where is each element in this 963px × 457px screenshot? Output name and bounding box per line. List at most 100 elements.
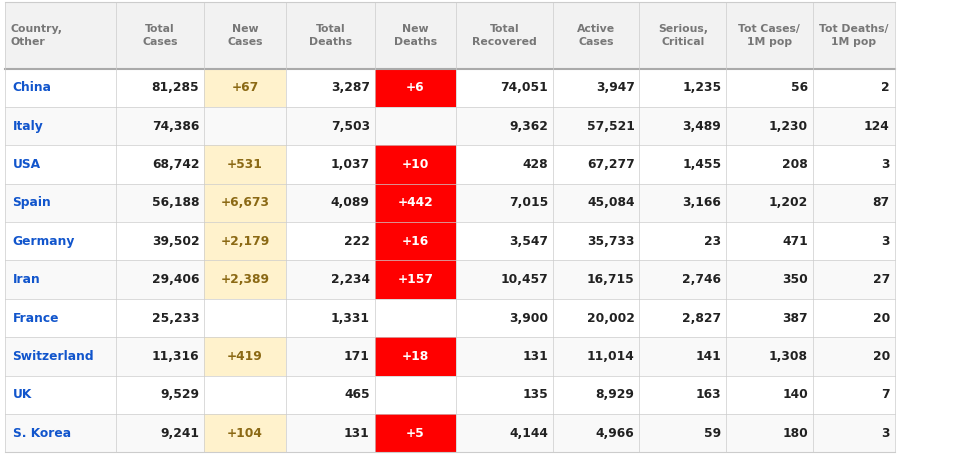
Bar bbox=[5, 222, 895, 260]
Text: 3: 3 bbox=[881, 235, 890, 248]
Text: 35,733: 35,733 bbox=[587, 235, 635, 248]
Text: 20: 20 bbox=[872, 312, 890, 324]
Text: Country,
Other: Country, Other bbox=[11, 24, 63, 47]
Bar bbox=[5, 414, 895, 452]
Text: 163: 163 bbox=[695, 388, 721, 401]
Text: 59: 59 bbox=[704, 427, 721, 440]
Bar bbox=[204, 184, 286, 222]
Text: 1,235: 1,235 bbox=[682, 81, 721, 94]
Bar bbox=[375, 260, 456, 299]
Text: 141: 141 bbox=[695, 350, 721, 363]
Text: 25,233: 25,233 bbox=[152, 312, 199, 324]
Text: 74,386: 74,386 bbox=[152, 120, 199, 133]
Text: 222: 222 bbox=[344, 235, 370, 248]
Text: Iran: Iran bbox=[13, 273, 40, 286]
Text: France: France bbox=[13, 312, 59, 324]
Text: 20: 20 bbox=[872, 350, 890, 363]
Text: S. Korea: S. Korea bbox=[13, 427, 70, 440]
Text: 180: 180 bbox=[782, 427, 808, 440]
Text: 45,084: 45,084 bbox=[587, 197, 635, 209]
Bar bbox=[5, 184, 895, 222]
Text: 4,144: 4,144 bbox=[509, 427, 548, 440]
Text: 2,746: 2,746 bbox=[683, 273, 721, 286]
Text: 1,455: 1,455 bbox=[682, 158, 721, 171]
Text: 1,037: 1,037 bbox=[330, 158, 370, 171]
Text: 3,166: 3,166 bbox=[683, 197, 721, 209]
Text: 74,051: 74,051 bbox=[500, 81, 548, 94]
Text: 20,002: 20,002 bbox=[586, 312, 635, 324]
Text: +16: +16 bbox=[402, 235, 429, 248]
Text: 428: 428 bbox=[522, 158, 548, 171]
Bar bbox=[204, 260, 286, 299]
Text: 1,202: 1,202 bbox=[768, 197, 808, 209]
Text: 4,966: 4,966 bbox=[596, 427, 635, 440]
Text: Tot Cases/
1M pop: Tot Cases/ 1M pop bbox=[739, 24, 800, 47]
Text: 81,285: 81,285 bbox=[152, 81, 199, 94]
Text: 56: 56 bbox=[791, 81, 808, 94]
Bar bbox=[5, 260, 895, 299]
Bar bbox=[5, 299, 895, 337]
Text: Switzerland: Switzerland bbox=[13, 350, 94, 363]
Bar bbox=[204, 337, 286, 376]
Text: Serious,
Critical: Serious, Critical bbox=[658, 24, 708, 47]
Text: 68,742: 68,742 bbox=[152, 158, 199, 171]
Text: 1,331: 1,331 bbox=[331, 312, 370, 324]
Text: New
Deaths: New Deaths bbox=[394, 24, 437, 47]
Bar bbox=[375, 145, 456, 184]
Text: 7: 7 bbox=[881, 388, 890, 401]
Bar bbox=[5, 2, 895, 69]
Text: UK: UK bbox=[13, 388, 32, 401]
Text: 9,362: 9,362 bbox=[509, 120, 548, 133]
Text: 56,188: 56,188 bbox=[152, 197, 199, 209]
Text: 171: 171 bbox=[344, 350, 370, 363]
Text: +442: +442 bbox=[398, 197, 433, 209]
Text: 140: 140 bbox=[782, 388, 808, 401]
Text: 8,929: 8,929 bbox=[596, 388, 635, 401]
Text: 2,827: 2,827 bbox=[682, 312, 721, 324]
Text: 350: 350 bbox=[782, 273, 808, 286]
Text: 3: 3 bbox=[881, 427, 890, 440]
Text: +157: +157 bbox=[398, 273, 433, 286]
Text: +18: +18 bbox=[402, 350, 429, 363]
Bar bbox=[375, 222, 456, 260]
Text: Active
Cases: Active Cases bbox=[577, 24, 615, 47]
Text: 2,234: 2,234 bbox=[331, 273, 370, 286]
Text: 1,230: 1,230 bbox=[768, 120, 808, 133]
Text: +5: +5 bbox=[406, 427, 425, 440]
Bar bbox=[204, 69, 286, 107]
Text: +104: +104 bbox=[227, 427, 263, 440]
Bar bbox=[375, 184, 456, 222]
Text: 3,287: 3,287 bbox=[331, 81, 370, 94]
Text: +10: +10 bbox=[402, 158, 429, 171]
Text: +6: +6 bbox=[406, 81, 425, 94]
Text: 131: 131 bbox=[522, 350, 548, 363]
Text: 3: 3 bbox=[881, 158, 890, 171]
Text: 11,316: 11,316 bbox=[152, 350, 199, 363]
Text: 131: 131 bbox=[344, 427, 370, 440]
Bar bbox=[5, 337, 895, 376]
Text: 29,406: 29,406 bbox=[152, 273, 199, 286]
Text: 2: 2 bbox=[881, 81, 890, 94]
Text: 57,521: 57,521 bbox=[586, 120, 635, 133]
Text: 135: 135 bbox=[522, 388, 548, 401]
Text: 7,015: 7,015 bbox=[508, 197, 548, 209]
Bar bbox=[5, 145, 895, 184]
Bar bbox=[204, 414, 286, 452]
Text: Tot Deaths/
1M pop: Tot Deaths/ 1M pop bbox=[819, 24, 889, 47]
Text: 10,457: 10,457 bbox=[500, 273, 548, 286]
Text: 3,489: 3,489 bbox=[683, 120, 721, 133]
Text: 9,529: 9,529 bbox=[161, 388, 199, 401]
Text: China: China bbox=[13, 81, 51, 94]
Text: Total
Recovered: Total Recovered bbox=[472, 24, 537, 47]
Text: 471: 471 bbox=[782, 235, 808, 248]
Text: +2,389: +2,389 bbox=[221, 273, 270, 286]
Text: Italy: Italy bbox=[13, 120, 43, 133]
Text: 465: 465 bbox=[344, 388, 370, 401]
Text: 27: 27 bbox=[872, 273, 890, 286]
Text: 1,308: 1,308 bbox=[769, 350, 808, 363]
Text: 39,502: 39,502 bbox=[152, 235, 199, 248]
Bar bbox=[5, 107, 895, 145]
Text: New
Cases: New Cases bbox=[227, 24, 263, 47]
Text: Spain: Spain bbox=[13, 197, 51, 209]
Text: 7,503: 7,503 bbox=[330, 120, 370, 133]
